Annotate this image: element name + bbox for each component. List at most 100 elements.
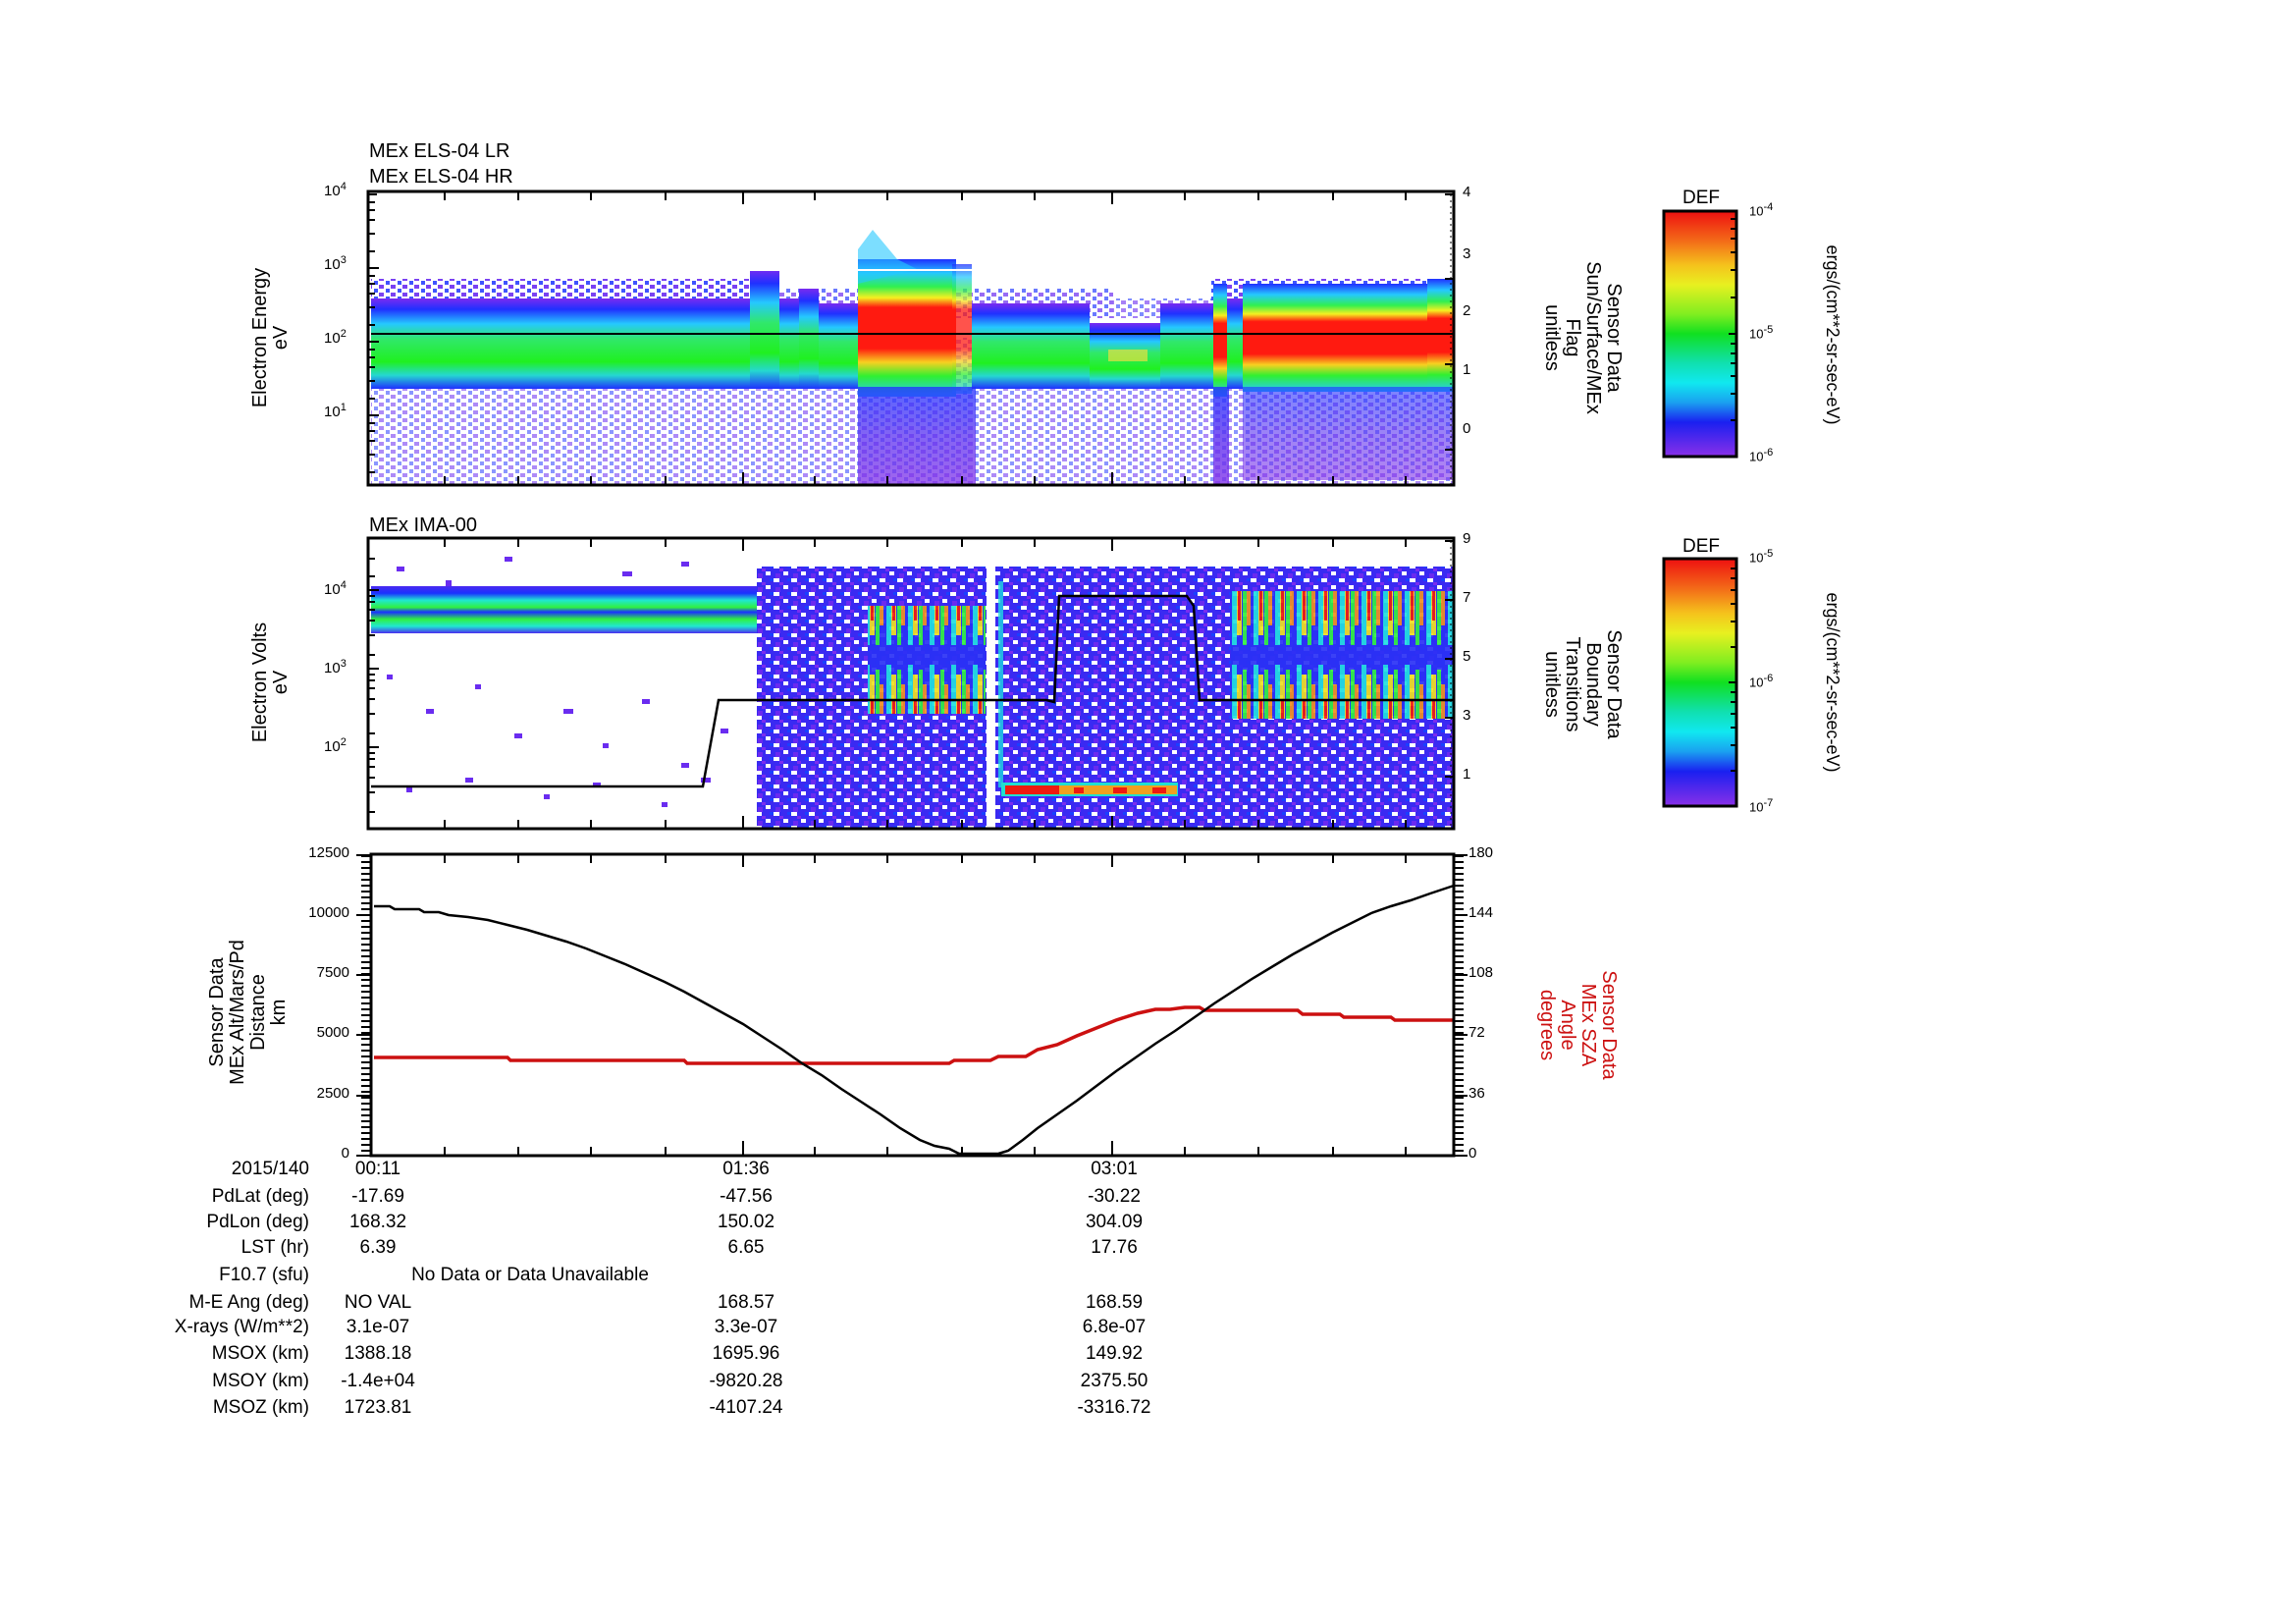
eph-xrays-1: 3.1e-07 — [346, 1317, 410, 1337]
eph-msoz-1: 1723.81 — [344, 1397, 412, 1418]
ylabel-line: Distance — [247, 974, 269, 1051]
panel3-ytick-0: 0 — [341, 1145, 349, 1162]
panel3-ytick-7500: 7500 — [316, 964, 349, 981]
tick-exp: 3 — [340, 658, 347, 670]
panel3-y2tick-144: 144 — [1468, 904, 1494, 921]
ylabel-line: Angle — [1557, 1000, 1578, 1051]
eph-meang-2: 168.57 — [717, 1292, 775, 1313]
colorbar1-tick-mid: 10-5 — [1749, 324, 1773, 341]
panel2-y2tick-9: 9 — [1463, 530, 1471, 547]
tick-exp: -5 — [1763, 324, 1774, 336]
panel1-ytick-1e1: 101 — [324, 402, 347, 420]
tick-exp: 4 — [340, 579, 347, 591]
panel2-y2tick-3: 3 — [1463, 707, 1471, 724]
colorbar1-tick-top: 10-4 — [1749, 201, 1773, 218]
ylabel-line: MEx SZA — [1577, 983, 1599, 1067]
eph-msoy-2: -9820.28 — [709, 1371, 783, 1391]
tick-base: 10 — [324, 738, 341, 755]
colorbar2-units: ergs/(cm**2-sr-sec-eV) — [1823, 592, 1842, 773]
panel2-ylabel-right: Sensor Data Boundary Transitions unitles… — [1537, 576, 1625, 792]
eph-label-lst: LST (hr) — [240, 1237, 309, 1258]
panel1-y2tick-4: 4 — [1463, 184, 1471, 200]
tick-exp: -6 — [1763, 447, 1774, 459]
eph-label-msoz: MSOZ (km) — [212, 1397, 309, 1418]
eph-label-msoy: MSOY (km) — [212, 1371, 309, 1391]
eph-meang-1: NO VAL — [344, 1292, 412, 1313]
eph-pdlat-1: -17.69 — [351, 1186, 404, 1207]
tick-base: 10 — [1749, 203, 1764, 219]
panel2-y2tick-1: 1 — [1463, 766, 1471, 783]
ylabel-line: unitless — [1541, 651, 1563, 718]
panel3-ytick-2500: 2500 — [316, 1085, 349, 1102]
panel3-y2tick-36: 36 — [1468, 1085, 1485, 1102]
panel2-y2tick-5: 5 — [1463, 648, 1471, 665]
ylabel-line: Electron Energy — [249, 267, 271, 408]
eph-pdlon-2: 150.02 — [717, 1212, 775, 1232]
tick-base: 10 — [1749, 550, 1764, 566]
tick-base: 10 — [324, 256, 341, 273]
tick-exp: -6 — [1763, 673, 1774, 684]
tick-base: 10 — [1749, 799, 1764, 815]
tick-exp: 2 — [340, 736, 347, 748]
tick-base: 10 — [324, 660, 341, 676]
panel1-ytick-1e3: 103 — [324, 254, 347, 273]
tick-exp: -4 — [1763, 201, 1774, 213]
colorbar2-tick-bottom: 10-7 — [1749, 797, 1773, 814]
ylabel-line: Sensor Data — [1603, 283, 1625, 393]
panel2-ytick-1e2: 102 — [324, 736, 347, 755]
eph-label-meang: M-E Ang (deg) — [188, 1292, 310, 1313]
panel1-ylabel-right: Sensor Data Sun/Surface/MEx Flag unitles… — [1537, 210, 1625, 465]
panel1-y2tick-0: 0 — [1463, 420, 1471, 437]
panel2-ytick-1e4: 104 — [324, 579, 347, 598]
colorbar2-tick-top: 10-5 — [1749, 548, 1773, 565]
eph-label-date: 2015/140 — [231, 1159, 309, 1179]
eph-msoz-2: -4107.24 — [709, 1397, 783, 1418]
eph-lst-1: 6.39 — [359, 1237, 397, 1258]
tick-base: 10 — [324, 330, 341, 347]
eph-time-1: 00:11 — [354, 1159, 401, 1179]
eph-label-pdlon: PdLon (deg) — [206, 1212, 309, 1232]
eph-label-f107: F10.7 (sfu) — [219, 1265, 309, 1285]
panel1-ytick-1e4: 104 — [324, 181, 347, 199]
tick-exp: 1 — [340, 402, 347, 413]
ylabel-line: Sensor Data — [206, 957, 228, 1067]
ylabel-line: Sensor Data — [1598, 970, 1620, 1080]
colorbar1 — [1662, 209, 1738, 459]
altitude-line — [374, 884, 1455, 1156]
ylabel-line: Boundary — [1582, 642, 1604, 727]
panel2-ylabel-left: Electron Volts eV — [249, 584, 294, 781]
panel1-spectrogram — [366, 189, 1456, 487]
panel1-title-lr: MEx ELS-04 LR — [369, 140, 510, 162]
panel3-y2tick-72: 72 — [1468, 1024, 1485, 1041]
panel2-y2tick-7: 7 — [1463, 589, 1471, 606]
colorbar2 — [1662, 557, 1738, 808]
eph-msox-3: 149.92 — [1085, 1343, 1144, 1364]
ylabel-line: km — [268, 999, 290, 1026]
eph-msoz-3: -3316.72 — [1077, 1397, 1151, 1418]
ylabel-line: eV — [270, 670, 292, 695]
panel1-y2tick-1: 1 — [1463, 361, 1471, 378]
eph-lst-3: 17.76 — [1091, 1237, 1138, 1258]
tick-base: 10 — [324, 183, 341, 199]
eph-time-3: 03:01 — [1091, 1159, 1138, 1179]
eph-pdlat-3: -30.22 — [1088, 1186, 1141, 1207]
tick-exp: 2 — [340, 328, 347, 340]
eph-xrays-3: 6.8e-07 — [1082, 1317, 1147, 1337]
panel1-ylabel-left: Electron Energy eV — [249, 240, 294, 436]
eph-msox-2: 1695.96 — [712, 1343, 780, 1364]
sza-line — [374, 1005, 1454, 1065]
eph-label-pdlat: PdLat (deg) — [211, 1186, 309, 1207]
eph-f107-1: No Data or Data Unavailable — [411, 1265, 649, 1285]
panel3-ylabel-right: Sensor Data MEx SZA Angle degrees — [1532, 932, 1620, 1118]
tick-base: 10 — [324, 581, 341, 598]
panel3-ytick-12500: 12500 — [308, 844, 349, 861]
colorbar1-units: ergs/(cm**2-sr-sec-eV) — [1823, 244, 1842, 425]
panel3-line-plot — [356, 852, 1468, 1158]
panel3-y2tick-108: 108 — [1468, 964, 1494, 981]
panel3-ytick-10000: 10000 — [308, 904, 349, 921]
ylabel-line: MEx Alt/Mars/Pd — [227, 940, 248, 1085]
eph-msoy-1: -1.4e+04 — [341, 1371, 415, 1391]
ylabel-line: Electron Volts — [249, 622, 271, 743]
panel3-ylabel-left: Sensor Data MEx Alt/Mars/Pd Distance km — [206, 899, 294, 1125]
tick-base: 10 — [1749, 326, 1764, 342]
